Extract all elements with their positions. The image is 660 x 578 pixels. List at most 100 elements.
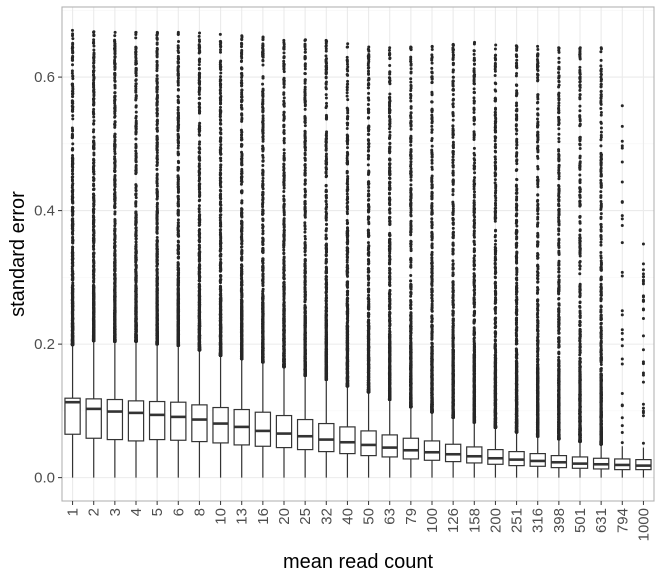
outlier-point — [176, 83, 180, 87]
outlier-point — [134, 121, 138, 125]
outlier-point — [113, 30, 117, 34]
outlier-point — [303, 166, 307, 170]
outlier-point — [261, 147, 265, 151]
outlier-point — [155, 74, 159, 78]
outlier-point — [92, 164, 96, 168]
outlier-points — [303, 38, 307, 377]
outlier-point — [282, 51, 286, 55]
outlier-point — [240, 228, 244, 232]
outlier-point — [113, 48, 117, 52]
outlier-point — [219, 131, 223, 135]
outlier-point — [303, 189, 307, 193]
outlier-point — [92, 112, 96, 116]
outlier-point — [282, 85, 286, 89]
outlier-point — [240, 130, 244, 134]
outlier-point — [261, 272, 265, 276]
outlier-point — [219, 85, 223, 89]
outlier-point — [92, 61, 96, 65]
outlier-point — [261, 59, 265, 63]
outlier-point — [261, 265, 265, 269]
outlier-point — [70, 83, 74, 87]
outlier-point — [155, 156, 159, 160]
outlier-point — [282, 66, 286, 70]
outlier-point — [303, 107, 307, 111]
outlier-point — [176, 112, 180, 116]
outlier-point — [240, 211, 244, 215]
outlier-point — [282, 156, 286, 160]
outlier-point — [282, 282, 286, 286]
outlier-point — [71, 129, 75, 133]
outlier-point — [197, 214, 201, 218]
outlier-point — [282, 148, 286, 152]
outlier-point — [134, 124, 138, 128]
outlier-point — [261, 38, 265, 42]
outlier-point — [134, 264, 138, 268]
box-rect — [170, 401, 187, 441]
outlier-point — [261, 232, 265, 236]
outlier-point — [91, 222, 95, 226]
outlier-point — [70, 199, 74, 203]
outlier-point — [134, 172, 138, 176]
outlier-point — [155, 177, 159, 181]
outlier-point — [198, 50, 202, 54]
outlier-point — [282, 288, 286, 292]
outlier-point — [92, 128, 96, 132]
outlier-point — [155, 227, 159, 231]
outlier-point — [91, 225, 95, 229]
outlier-point — [219, 274, 223, 278]
outlier-point — [177, 161, 181, 165]
outlier-point — [197, 146, 201, 150]
outlier-point — [155, 242, 159, 246]
box-10 — [212, 32, 229, 478]
outlier-point — [176, 286, 180, 290]
outlier-point — [219, 189, 223, 193]
outlier-point — [113, 281, 117, 285]
outlier-point — [219, 208, 223, 212]
outlier-point — [282, 255, 286, 259]
outlier-point — [113, 272, 117, 276]
outlier-point — [71, 283, 75, 287]
outlier-point — [240, 154, 244, 158]
outlier-point — [92, 119, 96, 123]
outlier-point — [240, 56, 244, 60]
outlier-point — [218, 253, 222, 257]
outlier-point — [92, 187, 96, 191]
outlier-point — [70, 101, 74, 105]
outlier-point — [176, 65, 180, 69]
outlier-point — [113, 125, 117, 129]
outlier-point — [113, 217, 117, 221]
box-rect — [275, 414, 293, 449]
outlier-point — [261, 219, 265, 223]
outlier-point — [113, 205, 117, 209]
outlier-point — [91, 161, 95, 165]
outlier-point — [176, 218, 180, 222]
outlier-point — [155, 163, 159, 167]
outlier-point — [219, 50, 223, 54]
outlier-point — [261, 172, 265, 176]
outlier-point — [176, 194, 180, 198]
outlier-point — [219, 220, 223, 224]
outlier-point — [134, 59, 138, 63]
box-6 — [170, 30, 187, 478]
outlier-point — [91, 252, 95, 256]
outlier-point — [134, 69, 138, 73]
outlier-point — [134, 32, 138, 36]
outlier-point — [71, 188, 75, 192]
outlier-point — [113, 276, 117, 280]
outlier-point — [91, 41, 95, 45]
outlier-point — [261, 192, 265, 196]
outlier-point — [197, 128, 201, 132]
outlier-point — [134, 90, 138, 94]
outlier-point — [176, 32, 180, 36]
box-rect — [106, 398, 124, 441]
outlier-point — [303, 246, 307, 250]
outlier-point — [92, 98, 96, 102]
outlier-point — [113, 168, 117, 172]
outlier-point — [219, 192, 223, 196]
outlier-point — [113, 120, 117, 124]
outlier-point — [155, 195, 159, 199]
outlier-point — [155, 148, 159, 152]
outlier-point — [240, 107, 244, 111]
box-20 — [275, 38, 293, 478]
